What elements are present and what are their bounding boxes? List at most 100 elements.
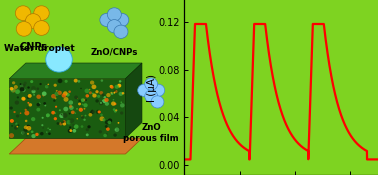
Polygon shape bbox=[9, 138, 142, 154]
Circle shape bbox=[114, 90, 116, 91]
Circle shape bbox=[92, 110, 95, 114]
Circle shape bbox=[15, 89, 20, 94]
Circle shape bbox=[62, 93, 66, 98]
Circle shape bbox=[71, 129, 75, 132]
Circle shape bbox=[21, 97, 25, 101]
Circle shape bbox=[42, 94, 45, 96]
Circle shape bbox=[46, 114, 49, 117]
Circle shape bbox=[85, 128, 89, 131]
Circle shape bbox=[53, 94, 56, 97]
Circle shape bbox=[42, 127, 44, 129]
Circle shape bbox=[10, 119, 14, 123]
Circle shape bbox=[31, 117, 35, 121]
Circle shape bbox=[110, 92, 113, 94]
Circle shape bbox=[102, 118, 105, 121]
Circle shape bbox=[59, 113, 64, 118]
Polygon shape bbox=[9, 79, 125, 138]
Circle shape bbox=[68, 111, 70, 113]
Circle shape bbox=[84, 108, 85, 110]
Circle shape bbox=[113, 99, 114, 100]
Circle shape bbox=[152, 84, 165, 96]
Circle shape bbox=[56, 90, 58, 92]
Circle shape bbox=[117, 84, 121, 88]
Circle shape bbox=[86, 134, 89, 136]
Circle shape bbox=[81, 115, 83, 117]
Circle shape bbox=[145, 78, 158, 90]
Circle shape bbox=[9, 133, 14, 138]
Y-axis label: I (μA): I (μA) bbox=[147, 74, 156, 102]
Circle shape bbox=[80, 88, 82, 89]
Circle shape bbox=[61, 121, 63, 124]
Circle shape bbox=[15, 6, 31, 20]
Circle shape bbox=[33, 94, 35, 96]
Circle shape bbox=[31, 86, 36, 91]
Circle shape bbox=[76, 97, 78, 99]
Circle shape bbox=[14, 85, 18, 89]
Circle shape bbox=[114, 25, 128, 38]
Circle shape bbox=[84, 119, 86, 121]
Circle shape bbox=[69, 106, 74, 110]
Circle shape bbox=[107, 121, 111, 124]
Circle shape bbox=[97, 95, 100, 98]
Circle shape bbox=[145, 90, 158, 102]
Circle shape bbox=[26, 135, 28, 137]
Circle shape bbox=[120, 111, 123, 115]
Circle shape bbox=[89, 91, 92, 94]
Circle shape bbox=[103, 134, 107, 137]
Circle shape bbox=[108, 118, 112, 123]
Circle shape bbox=[111, 93, 113, 95]
Circle shape bbox=[82, 103, 84, 105]
Circle shape bbox=[45, 85, 48, 88]
Circle shape bbox=[64, 107, 68, 111]
Circle shape bbox=[60, 114, 62, 115]
Circle shape bbox=[26, 125, 30, 128]
Circle shape bbox=[36, 103, 40, 106]
Circle shape bbox=[25, 14, 41, 28]
Circle shape bbox=[9, 106, 13, 110]
Circle shape bbox=[99, 116, 104, 121]
Circle shape bbox=[74, 79, 78, 83]
Circle shape bbox=[122, 92, 124, 94]
Circle shape bbox=[88, 113, 92, 117]
Circle shape bbox=[72, 124, 74, 126]
Circle shape bbox=[106, 93, 111, 97]
Circle shape bbox=[39, 103, 40, 104]
Circle shape bbox=[81, 116, 84, 119]
Circle shape bbox=[24, 111, 29, 116]
Circle shape bbox=[66, 93, 70, 97]
Circle shape bbox=[12, 81, 15, 84]
Circle shape bbox=[96, 110, 101, 114]
Circle shape bbox=[76, 108, 78, 110]
Circle shape bbox=[27, 102, 29, 104]
Circle shape bbox=[59, 109, 61, 111]
Circle shape bbox=[11, 88, 16, 93]
Circle shape bbox=[46, 47, 72, 72]
Circle shape bbox=[25, 109, 27, 111]
Circle shape bbox=[23, 127, 28, 132]
Circle shape bbox=[42, 117, 44, 119]
Circle shape bbox=[51, 111, 55, 114]
Circle shape bbox=[120, 103, 125, 107]
Circle shape bbox=[104, 98, 109, 102]
Circle shape bbox=[55, 106, 57, 108]
Circle shape bbox=[23, 84, 26, 86]
Circle shape bbox=[92, 93, 97, 98]
Circle shape bbox=[20, 113, 22, 114]
Circle shape bbox=[121, 82, 122, 84]
Circle shape bbox=[14, 126, 18, 130]
Circle shape bbox=[74, 96, 78, 99]
Circle shape bbox=[105, 120, 110, 125]
Circle shape bbox=[106, 123, 108, 124]
Circle shape bbox=[21, 88, 26, 92]
Circle shape bbox=[115, 85, 119, 89]
Circle shape bbox=[113, 108, 115, 111]
Circle shape bbox=[74, 124, 79, 129]
Circle shape bbox=[110, 85, 113, 88]
Circle shape bbox=[68, 129, 72, 133]
Circle shape bbox=[101, 79, 103, 82]
Circle shape bbox=[85, 89, 89, 93]
Circle shape bbox=[46, 113, 50, 117]
Circle shape bbox=[24, 125, 28, 129]
Circle shape bbox=[46, 131, 48, 133]
Circle shape bbox=[62, 113, 68, 118]
